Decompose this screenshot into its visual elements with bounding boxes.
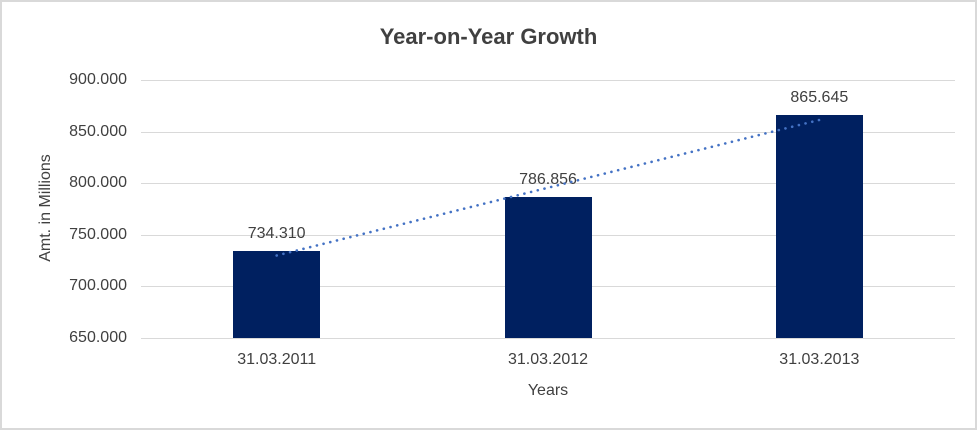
y-tick-label: 750.000 xyxy=(69,225,127,243)
x-tick-label: 31.03.2013 xyxy=(779,351,860,368)
plot-area: 650.000 700.000 750.000 800.000 850.000 900.0… xyxy=(69,71,955,368)
y-tick-label: 700.000 xyxy=(69,277,127,295)
y-tick-label: 650.000 xyxy=(69,329,127,346)
x-axis-title: Years xyxy=(527,382,569,399)
bar-value-label: 786.856 xyxy=(519,170,577,188)
bar-value-label: 734.310 xyxy=(247,224,306,242)
gridline xyxy=(141,80,955,81)
y-tick-label: 800.000 xyxy=(69,174,127,192)
bar xyxy=(504,196,592,338)
x-tick-label: 31.03.2012 xyxy=(507,351,589,368)
y-axis-title: Amt. in Millions xyxy=(37,154,54,262)
chart-title: Year-on-Year Growth xyxy=(379,24,598,49)
y-tick-label: 850.000 xyxy=(69,122,127,140)
y-tick-label: 900.000 xyxy=(69,71,127,88)
bar xyxy=(233,250,321,338)
bar xyxy=(775,115,863,338)
bar-value-label: 865.645 xyxy=(790,89,849,107)
x-axis-line xyxy=(141,338,955,339)
x-tick-label: 31.03.2011 xyxy=(237,351,317,368)
